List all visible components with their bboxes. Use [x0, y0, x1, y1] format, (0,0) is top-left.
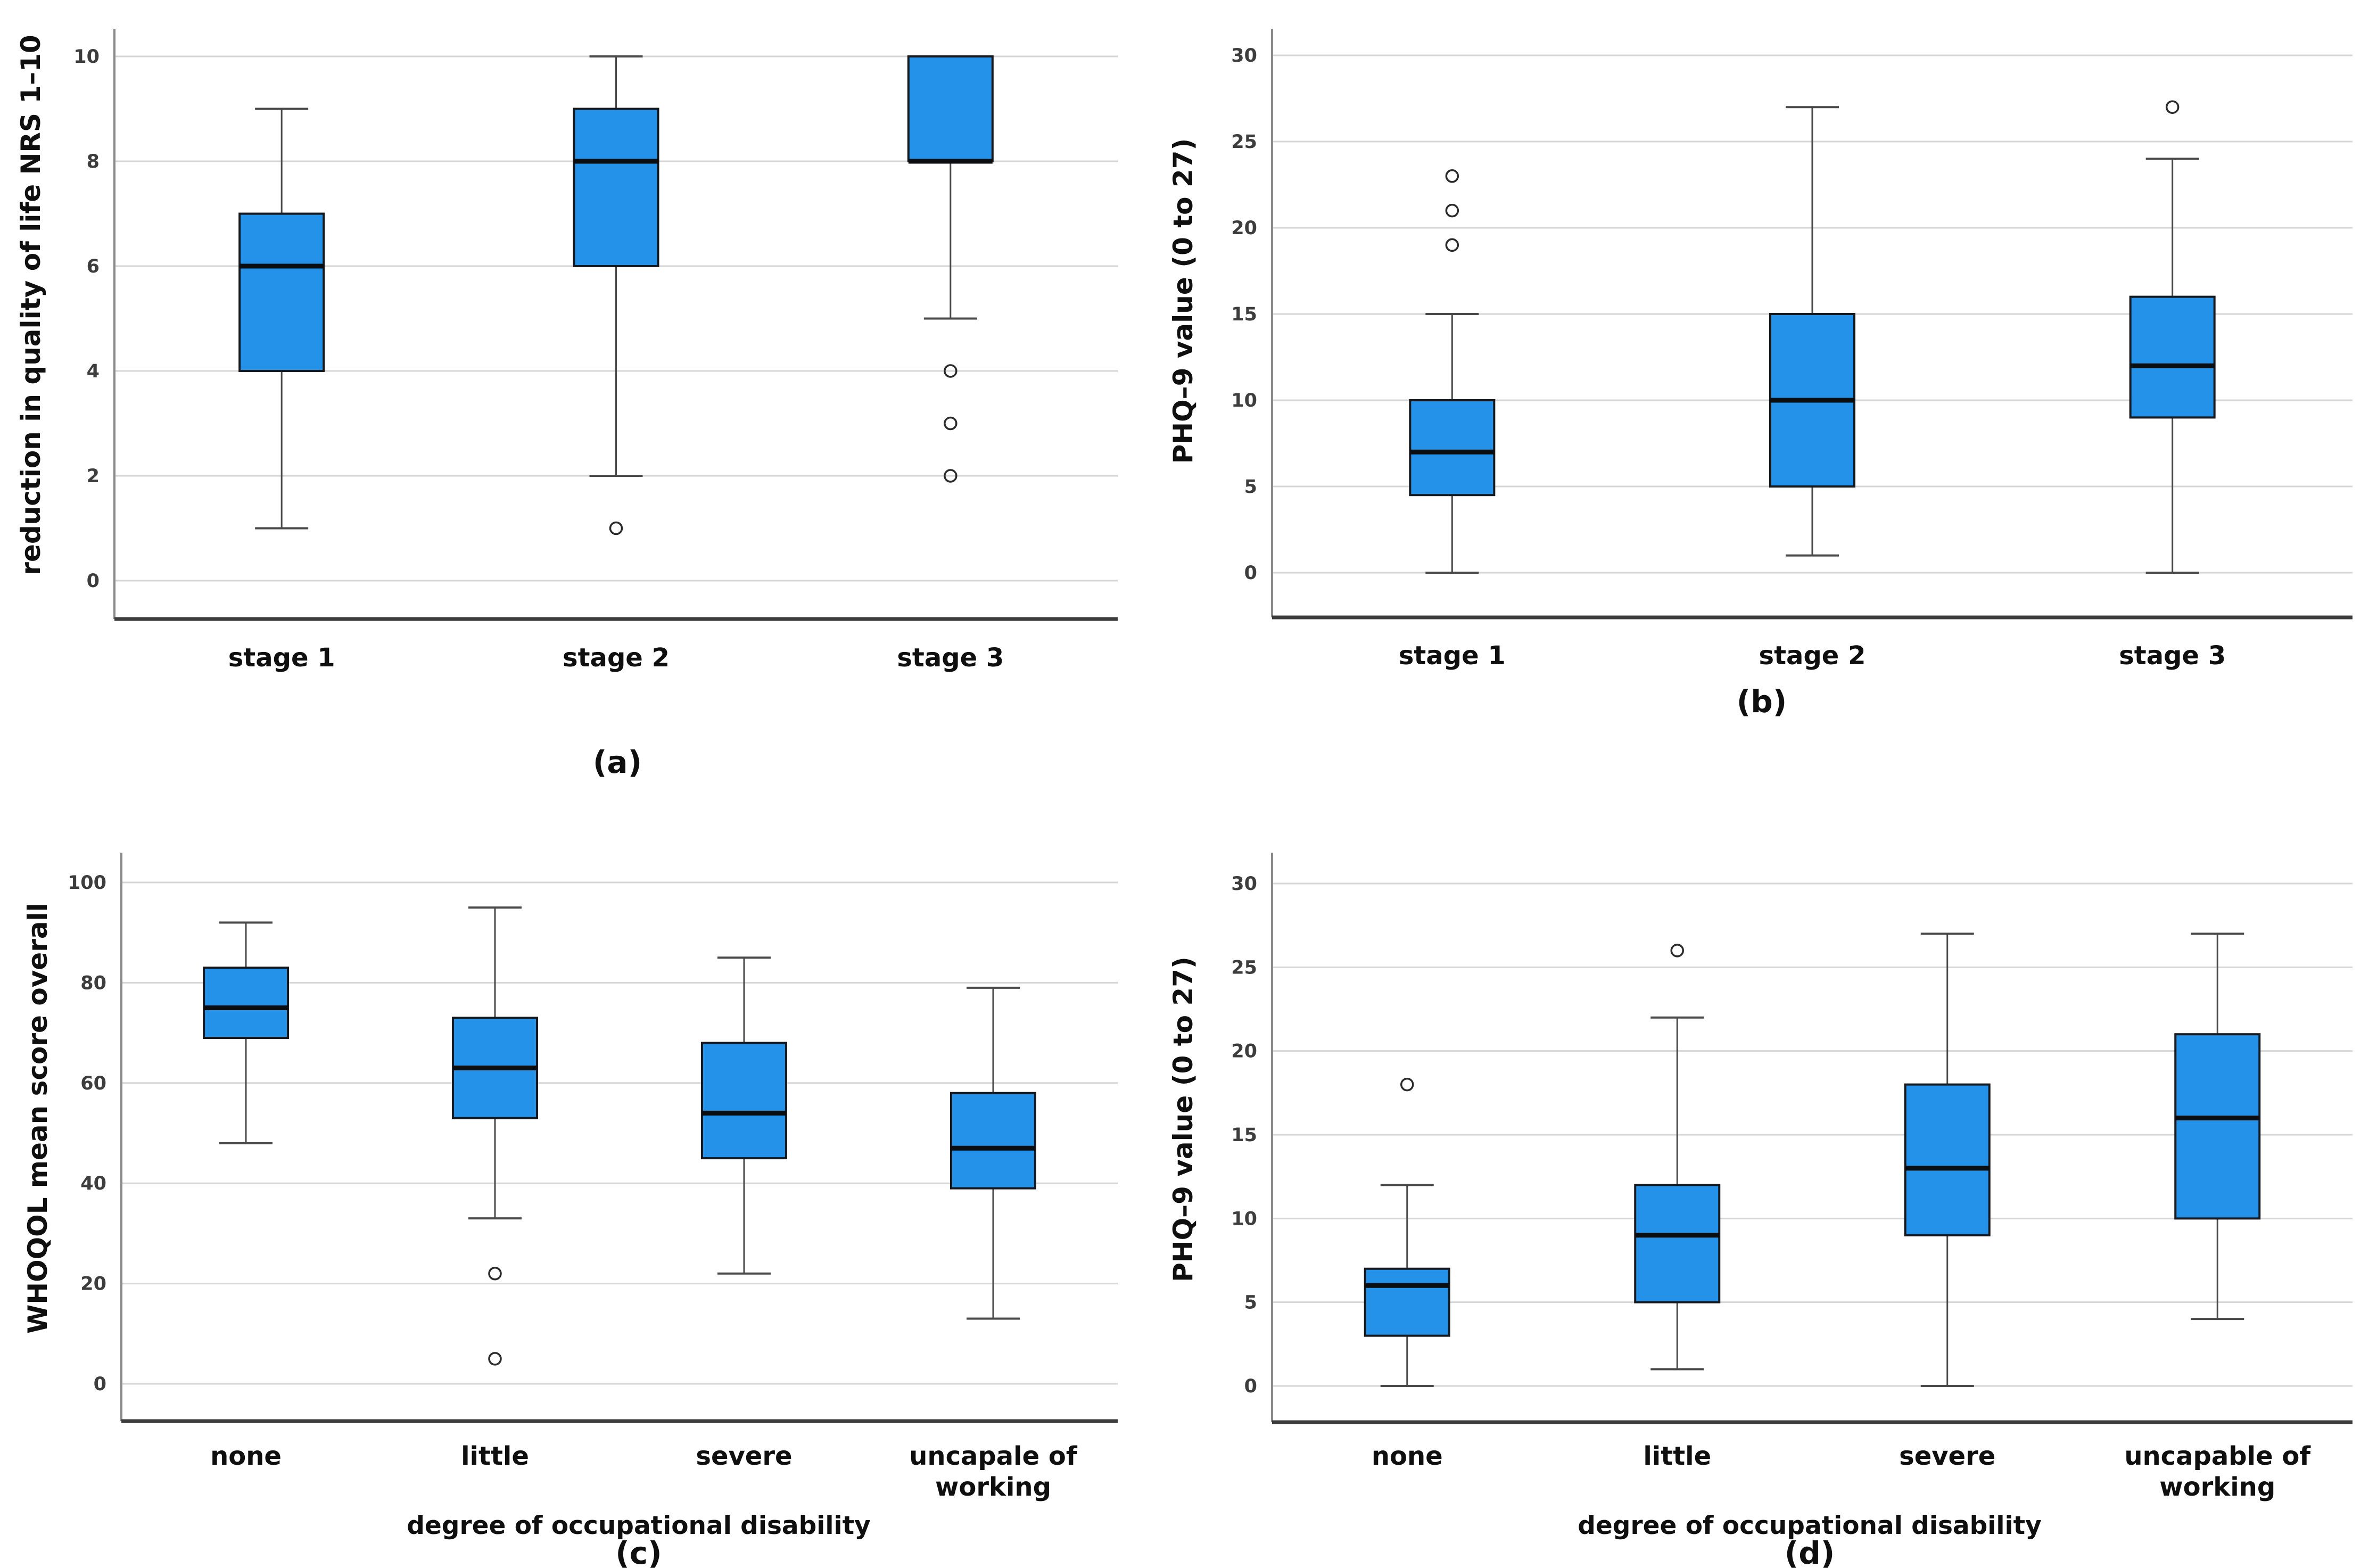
outlier-point [1400, 1077, 1414, 1092]
y-tick-label: 0 [1244, 563, 1257, 584]
category-label: stage 3 [2119, 641, 2226, 671]
box [950, 1092, 1036, 1190]
x-axis-title: degree of occupational disability [407, 1511, 870, 1540]
y-tick-label: 15 [1231, 1125, 1257, 1146]
outlier-point [1445, 203, 1459, 218]
y-tick-label: 25 [1231, 957, 1257, 978]
y-tick-label: 0 [1244, 1376, 1257, 1397]
y-tick-label: 4 [87, 361, 100, 382]
outlier-point [1670, 944, 1684, 958]
box [238, 212, 325, 372]
y-tick-label: 60 [80, 1073, 106, 1094]
outlier-point [1445, 169, 1459, 183]
category-label: stage 1 [1399, 641, 1506, 671]
box [1634, 1184, 1721, 1303]
y-tick-label: 20 [1231, 1041, 1257, 1062]
panel-letter: (a) [593, 744, 642, 780]
y-tick-label: 2 [87, 466, 100, 487]
y-axis-title: WHOQOL mean score overall [22, 903, 53, 1334]
y-axis-title: PHQ–9 value (0 to 27) [1168, 956, 1199, 1282]
box [1364, 1267, 1450, 1337]
panel-letter: (d) [1785, 1535, 1835, 1568]
y-tick-label: 40 [80, 1173, 106, 1194]
y-tick-label: 8 [87, 151, 100, 172]
box [701, 1042, 787, 1160]
panel-b: 0 5 10 15 20 25 30 stage 1 stage 2 stage 3 PHQ–9 v… [1168, 29, 2353, 720]
y-tick-label: 10 [73, 46, 100, 68]
y-tick-label: 0 [87, 571, 100, 592]
panel-d: 0 5 10 15 20 25 30 none little severe uncapable of… [1168, 853, 2353, 1568]
outlier-point [1445, 238, 1459, 252]
category-label: working [935, 1472, 1051, 1502]
outlier-point [609, 521, 623, 535]
outlier-point [2165, 100, 2180, 114]
outlier-point [944, 416, 957, 431]
y-tick-label: 15 [1231, 304, 1257, 325]
y-tick-label: 10 [1231, 390, 1257, 411]
y-tick-label: 5 [1244, 476, 1257, 498]
category-label: severe [696, 1441, 792, 1471]
y-tick-label: 100 [68, 872, 106, 894]
category-label: none [210, 1441, 282, 1471]
box [573, 108, 659, 267]
category-label: uncapable of [2124, 1441, 2311, 1471]
panel-a: 0 2 4 6 8 10 stage 1 stage 2 stage 3 reduction in… [15, 29, 1118, 780]
box [907, 55, 994, 162]
category-label: stage 3 [897, 643, 1004, 673]
box [1409, 399, 1496, 497]
panel-c: 0 20 40 60 80 100 none little severe uncapale ofw… [22, 853, 1118, 1568]
outlier-point [488, 1267, 502, 1281]
category-label: none [1372, 1441, 1443, 1471]
category-label: little [461, 1441, 529, 1471]
box [2129, 295, 2216, 419]
y-tick-label: 10 [1231, 1208, 1257, 1229]
category-label: working [2159, 1472, 2275, 1502]
y-tick-label: 30 [1231, 873, 1257, 895]
outlier-point [488, 1352, 502, 1366]
y-tick-label: 20 [80, 1274, 106, 1295]
category-label: stage 1 [228, 643, 335, 673]
box [1904, 1083, 1991, 1236]
category-label: stage 2 [1759, 641, 1866, 671]
category-label: stage 2 [563, 643, 670, 673]
outlier-point [944, 469, 957, 483]
y-tick-label: 20 [1231, 218, 1257, 239]
category-label: severe [1899, 1441, 1995, 1471]
y-tick-label: 0 [94, 1374, 106, 1395]
y-tick-label: 80 [80, 972, 106, 994]
box [2174, 1033, 2261, 1220]
y-axis-title: PHQ–9 value (0 to 27) [1168, 138, 1199, 464]
outlier-point [944, 364, 957, 378]
panel-letter: (c) [615, 1535, 662, 1568]
y-tick-label: 5 [1244, 1292, 1257, 1314]
panel-letter: (b) [1737, 683, 1787, 720]
y-axis-title: reduction in quality of life NRS 1–10 [15, 35, 46, 575]
y-tick-label: 30 [1231, 45, 1257, 67]
category-label: uncapale of [909, 1441, 1078, 1471]
y-tick-label: 6 [87, 256, 100, 277]
y-tick-label: 25 [1231, 131, 1257, 153]
category-label: little [1643, 1441, 1711, 1471]
x-axis-title: degree of occupational disability [1578, 1511, 2041, 1540]
box [203, 967, 289, 1039]
